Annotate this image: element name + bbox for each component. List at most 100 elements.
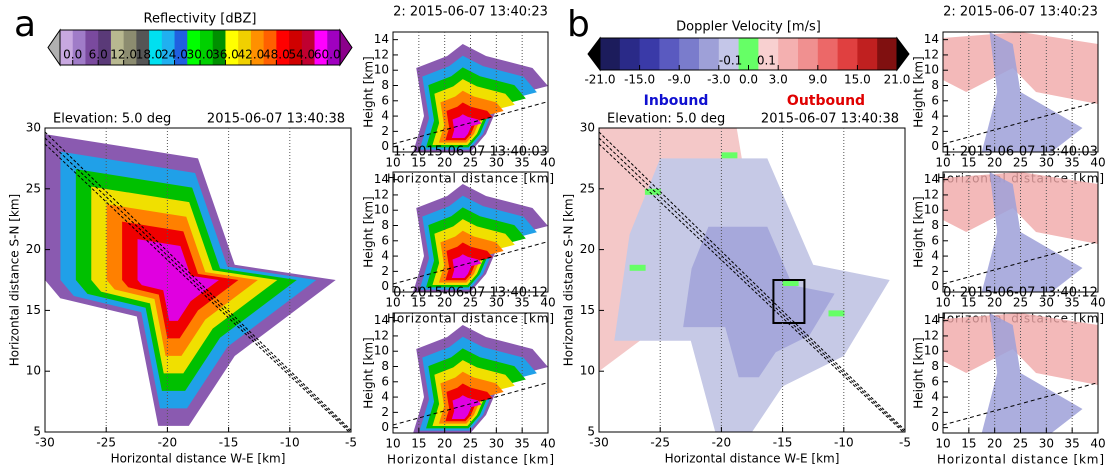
x-tick-label: 20 xyxy=(437,437,452,451)
y-tick-label: 0 xyxy=(931,420,939,434)
y-tick-label: 8 xyxy=(931,218,939,232)
x-tick-label: -25 xyxy=(96,436,116,450)
panel-title-left: Elevation: 5.0 deg xyxy=(53,112,171,127)
x-tick-label: -20 xyxy=(158,436,178,450)
y-tick-label: 10 xyxy=(924,63,939,77)
colorbar-title: Reflectivity [dBZ] xyxy=(144,12,257,27)
plot-area xyxy=(45,132,351,434)
y-tick-label: 4 xyxy=(931,390,939,404)
x-tick-label: -5 xyxy=(899,436,911,450)
y-tick-label: 6 xyxy=(931,374,939,388)
x-tick-label: 35 xyxy=(1065,437,1080,451)
x-tick-label: -10 xyxy=(280,436,300,450)
colorbar-inner-label: 0.1 xyxy=(757,54,776,68)
colorbar-bin xyxy=(877,38,897,70)
y-tick-label: 4 xyxy=(931,109,939,123)
y-axis-label: Height [km] xyxy=(912,196,926,267)
y-tick-label: 8 xyxy=(931,359,939,373)
y-tick-label: 0 xyxy=(931,279,939,293)
panel-title: 2: 2015-06-07 13:40:23 xyxy=(393,5,548,20)
colorbar-tick-label: 54.0 xyxy=(288,48,315,62)
y-tick-label: 10 xyxy=(26,364,41,378)
x-tick-label: -10 xyxy=(834,436,854,450)
y-tick-label: 0 xyxy=(381,420,389,434)
y-tick-label: 10 xyxy=(374,203,389,217)
colorbar-bin xyxy=(798,38,818,70)
colorbar-tick-label: -15.0 xyxy=(624,73,655,87)
y-tick-label: 0 xyxy=(381,139,389,153)
y-tick-label: 12 xyxy=(374,187,389,201)
y-tick-label: 12 xyxy=(924,47,939,61)
x-tick-label: -15 xyxy=(219,436,239,450)
y-axis-label: Horizontal distance S-N [km] xyxy=(8,194,22,367)
panel-title-right: 2015-06-07 13:40:38 xyxy=(207,112,345,127)
panel-title: 1: 2015-06-07 13:40:03 xyxy=(943,145,1098,160)
colorbar-bin xyxy=(857,38,877,70)
colorbar-bin xyxy=(818,38,838,70)
panel-title: 0: 2015-06-07 13:40:12 xyxy=(393,286,548,301)
colorbar-extend xyxy=(48,30,60,65)
x-tick-label: -25 xyxy=(650,436,670,450)
colorbar-tick-label: -21.0 xyxy=(584,73,615,87)
y-tick-label: 14 xyxy=(924,32,939,46)
colorbar-tick-label: 0.0 xyxy=(63,48,82,62)
x-tick-label: 15 xyxy=(411,437,426,451)
figure: -30-25-20-15-10-551015202530Horizontal d… xyxy=(0,0,1111,470)
x-tick-label: 30 xyxy=(1039,437,1054,451)
y-tick-label: 2 xyxy=(931,405,939,419)
y-tick-label: 25 xyxy=(26,181,41,195)
x-tick-label: 30 xyxy=(489,437,504,451)
y-axis-label: Height [km] xyxy=(912,56,926,127)
colorbar-tick-label: 30.0 xyxy=(187,48,214,62)
plot-area xyxy=(599,128,905,434)
x-tick-label: 20 xyxy=(987,437,1002,451)
x-axis-label: Horizontal distance [km] xyxy=(937,453,1104,467)
y-tick-label: 20 xyxy=(26,242,41,256)
y-axis-label: Height [km] xyxy=(912,337,926,408)
y-tick-label: 8 xyxy=(381,359,389,373)
colorbar-bin xyxy=(699,38,719,70)
x-tick-label: 40 xyxy=(540,437,555,451)
x-tick-label: 15 xyxy=(961,437,976,451)
colorbar-title: Doppler Velocity [m/s] xyxy=(676,20,821,35)
y-tick-label: 15 xyxy=(26,303,41,317)
y-tick-label: 15 xyxy=(580,303,595,317)
y-tick-label: 14 xyxy=(374,172,389,186)
panel-letter: a xyxy=(14,4,36,45)
colorbar-tick-label: 6.0 xyxy=(89,48,108,62)
colorbar-tick-label: 3.0 xyxy=(769,73,788,87)
x-axis-label: Horizontal distance [km] xyxy=(387,453,554,467)
colorbar-bin xyxy=(778,38,798,70)
y-axis-label: Height [km] xyxy=(362,196,376,267)
y-tick-label: 12 xyxy=(374,328,389,342)
colorbar-tick-label: -3.0 xyxy=(707,73,730,87)
x-tick-label: 10 xyxy=(385,437,400,451)
y-tick-label: 5 xyxy=(33,425,41,439)
y-tick-label: 2 xyxy=(931,124,939,138)
y-tick-label: 10 xyxy=(374,63,389,77)
x-tick-label: -5 xyxy=(345,436,357,450)
x-axis-label: Horizontal distance W-E [km] xyxy=(665,452,840,466)
y-tick-label: 6 xyxy=(381,233,389,247)
colorbar-tick-label: 60.0 xyxy=(314,48,341,62)
y-tick-label: 8 xyxy=(931,78,939,92)
y-tick-label: 10 xyxy=(374,344,389,358)
y-tick-label: 0 xyxy=(381,279,389,293)
y-tick-label: 2 xyxy=(931,264,939,278)
y-tick-label: 30 xyxy=(580,121,595,135)
colorbar-extend xyxy=(897,38,909,70)
y-tick-label: 12 xyxy=(924,187,939,201)
y-tick-label: 12 xyxy=(924,328,939,342)
colorbar-bin xyxy=(679,38,699,70)
y-tick-label: 6 xyxy=(381,93,389,107)
y-tick-label: 8 xyxy=(381,78,389,92)
colorbar-bin xyxy=(640,38,660,70)
y-tick-label: 4 xyxy=(381,249,389,263)
y-tick-label: 6 xyxy=(931,233,939,247)
colorbar-tick-label: 9.0 xyxy=(808,73,827,87)
panel-letter: b xyxy=(567,4,590,45)
radar-field xyxy=(630,265,646,271)
x-tick-label: 35 xyxy=(515,437,530,451)
colorbar-tick-label: 36.0 xyxy=(212,48,239,62)
panel-title: 2: 2015-06-07 13:40:23 xyxy=(943,5,1098,20)
